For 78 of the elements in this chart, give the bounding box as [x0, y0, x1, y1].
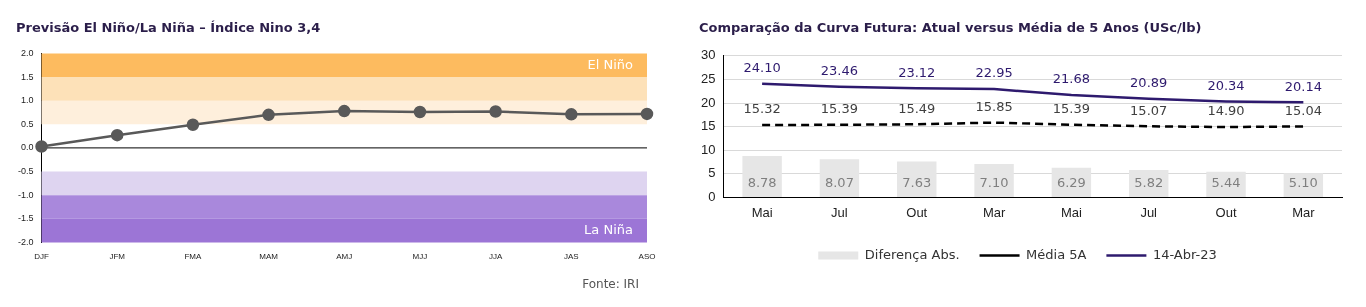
x-tick-label: Out — [1215, 204, 1237, 220]
point — [338, 104, 351, 118]
data-label: 20.89 — [1130, 75, 1168, 91]
data-label: 23.12 — [898, 64, 936, 80]
y-tick-label: -1.0 — [17, 189, 34, 200]
x-tick-label: FMA — [184, 252, 202, 262]
y-tick-label: -2.0 — [17, 236, 34, 247]
y-tick-label: 20 — [700, 94, 716, 110]
data-label: 5.10 — [1288, 174, 1318, 190]
data-label: 8.78 — [747, 174, 777, 190]
band-label: El Niño — [587, 56, 634, 72]
x-tick-label: DJF — [34, 252, 49, 262]
data-label: 5.82 — [1134, 174, 1164, 190]
x-tick-label: Jul — [831, 204, 848, 220]
data-label: 7.63 — [902, 174, 932, 190]
x-tick-label: MJJ — [412, 252, 428, 262]
x-tick-label: JJA — [488, 252, 503, 262]
y-tick-label: 2.0 — [20, 47, 34, 58]
x-tick-label: Out — [906, 204, 928, 220]
legend-label: Diferença Abs. — [864, 246, 960, 262]
data-label: 5.44 — [1211, 174, 1241, 190]
data-label: 20.14 — [1284, 78, 1322, 94]
data-label: 14.90 — [1207, 103, 1245, 119]
data-label: 22.95 — [975, 65, 1013, 81]
x-tick-label: Mar — [1292, 204, 1316, 220]
y-tick-label: 30 — [700, 47, 716, 63]
y-tick-label: 10 — [700, 141, 716, 157]
point — [35, 140, 48, 153]
data-label: 15.04 — [1284, 102, 1322, 118]
chart-title: Comparação da Curva Futura: Atual versus Média de 5 Anos (USc/lb) — [699, 20, 1202, 35]
data-label: 15.39 — [820, 101, 859, 117]
data-label: 21.68 — [1052, 71, 1090, 87]
data-label: 15.49 — [898, 100, 936, 116]
x-tick-label: MAM — [259, 252, 279, 262]
data-label: 15.85 — [975, 98, 1013, 114]
data-label: 20.34 — [1207, 77, 1245, 93]
y-tick-label: 5 — [708, 165, 716, 181]
chart-title: Previsão El Niño/La Niña – Índice Nino 3,4 — [16, 20, 321, 35]
x-tick-label: Mai — [1060, 204, 1082, 220]
source-note: Fonte: IRI — [582, 277, 639, 291]
y-tick-label: 0.5 — [20, 118, 34, 129]
legend-label: 14-Abr-23 — [1152, 246, 1217, 262]
x-tick-label: AMJ — [336, 252, 353, 262]
point — [565, 108, 578, 121]
point — [413, 105, 427, 119]
point — [186, 118, 200, 131]
y-tick-label: 15 — [700, 118, 716, 134]
y-tick-label: -1.5 — [17, 213, 34, 224]
x-tick-label: JAS — [563, 252, 579, 262]
x-tick-label: ASO — [638, 252, 656, 262]
point — [110, 128, 124, 142]
y-tick-label: 0 — [708, 188, 716, 204]
point — [489, 105, 502, 118]
data-label: 15.32 — [743, 101, 781, 117]
data-label: 8.07 — [824, 174, 854, 190]
bar — [974, 163, 1014, 197]
y-tick-label: 25 — [700, 70, 716, 86]
y-tick-label: 0.0 — [20, 142, 34, 153]
bar — [897, 161, 937, 197]
data-label: 7.10 — [979, 174, 1009, 190]
x-tick-label: Mar — [982, 204, 1006, 220]
y-tick-label: -0.5 — [17, 166, 34, 177]
bar — [819, 159, 860, 197]
legend-label: Média 5A — [1026, 246, 1087, 262]
x-tick-label: Jul — [1140, 204, 1158, 220]
data-label: 15.07 — [1130, 102, 1168, 118]
bar — [742, 155, 782, 197]
data-label: 24.10 — [743, 60, 781, 76]
x-tick-label: JFM — [109, 252, 126, 262]
data-label: 23.46 — [820, 63, 859, 79]
y-tick-label: 1.5 — [20, 71, 34, 82]
point — [262, 108, 275, 122]
y-tick-label: 1.0 — [20, 95, 34, 106]
point — [640, 107, 654, 121]
band-label: La Niña — [584, 221, 633, 237]
data-label: 15.39 — [1052, 101, 1090, 117]
data-label: 6.29 — [1056, 174, 1086, 190]
x-tick-label: Mai — [751, 204, 773, 220]
